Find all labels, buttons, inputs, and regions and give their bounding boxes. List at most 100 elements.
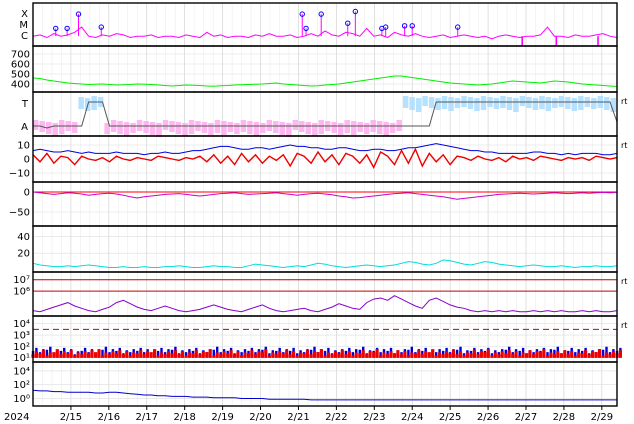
y-tick-label: A bbox=[21, 122, 28, 133]
polarity-mark bbox=[156, 123, 162, 137]
polarity-mark bbox=[201, 122, 208, 133]
panel-frame bbox=[32, 181, 618, 227]
polarity-mark bbox=[253, 122, 260, 136]
y-tick-label: X bbox=[21, 9, 28, 20]
y-tick-label: −50 bbox=[9, 208, 30, 219]
panel-sector-polarity: T Art bbox=[21, 91, 627, 137]
y-tick-label: 10⁶ bbox=[13, 287, 30, 298]
polarity-mark bbox=[480, 96, 487, 110]
panel-side-mark: rt bbox=[621, 141, 627, 150]
polarity-mark bbox=[383, 122, 389, 136]
polarity-mark bbox=[467, 97, 474, 109]
polarity-mark bbox=[357, 122, 363, 132]
y-tick-label: 10⁰ bbox=[13, 394, 30, 405]
x-tick-label: 2/27 bbox=[515, 412, 537, 423]
y-tick-label: 10⁴ bbox=[13, 319, 30, 330]
polarity-mark bbox=[454, 98, 461, 108]
polarity-mark bbox=[286, 123, 292, 137]
y-tick-label: 10² bbox=[13, 380, 30, 391]
polarity-mark bbox=[474, 98, 480, 111]
y-tick-label: 600 bbox=[11, 60, 30, 71]
x-tick-label: 2/15 bbox=[60, 412, 82, 423]
polarity-mark bbox=[610, 98, 617, 112]
y-tick-label: 10⁴ bbox=[13, 366, 30, 377]
polarity-mark bbox=[175, 122, 182, 134]
x-tick-label: 2/16 bbox=[98, 412, 120, 423]
x-tick-label: 2/25 bbox=[439, 412, 461, 423]
polarity-mark bbox=[208, 123, 214, 135]
polarity-mark bbox=[350, 121, 357, 135]
polarity-mark bbox=[415, 98, 422, 112]
vertical-grid bbox=[42, 3, 603, 406]
y-tick-label: 10³ bbox=[13, 331, 30, 342]
series-line-0 bbox=[32, 191, 618, 200]
y-tick-label: 0 bbox=[24, 155, 30, 166]
x-tick-label: 2/21 bbox=[287, 412, 309, 423]
polarity-mark bbox=[363, 123, 370, 134]
series-line-0 bbox=[32, 259, 618, 269]
panel-frame bbox=[32, 361, 618, 407]
panel-side-mark: rt bbox=[621, 97, 627, 106]
polarity-mark bbox=[402, 96, 409, 108]
flare-marker bbox=[98, 24, 104, 30]
panel-dst-index: 0 −50 bbox=[9, 181, 618, 227]
polarity-mark bbox=[604, 97, 610, 110]
panel-xray-background: 10⁴ 10² 10⁰ bbox=[13, 361, 618, 407]
panel-side-mark: rt bbox=[621, 321, 627, 330]
x-tick-label: 2/23 bbox=[363, 412, 385, 423]
series-line-0 bbox=[32, 143, 618, 156]
polarity-mark bbox=[571, 98, 578, 111]
polarity-mark bbox=[149, 122, 156, 135]
polarity-mark bbox=[513, 98, 519, 112]
y-tick-label: 500 bbox=[11, 70, 30, 81]
y-tick-label: T bbox=[21, 99, 29, 110]
y-tick-label: C bbox=[21, 31, 28, 42]
polarity-mark bbox=[428, 97, 435, 108]
polarity-mark bbox=[532, 98, 539, 110]
y-tick-label: 10⁷ bbox=[13, 275, 30, 286]
x-tick-label: 2/19 bbox=[211, 412, 233, 423]
y-tick-label: 10¹ bbox=[13, 353, 30, 364]
series-line-0 bbox=[32, 295, 618, 313]
polarity-mark bbox=[422, 96, 428, 106]
polarity-mark bbox=[506, 97, 513, 110]
x-axis: 2024 2/15 2/16 2/17 2/18 2/19 2/20 2/21 2/22 2/2… bbox=[4, 406, 613, 423]
polarity-mark bbox=[337, 123, 344, 135]
polarity-mark bbox=[227, 122, 234, 132]
polarity-mark bbox=[409, 97, 415, 110]
series-line-0 bbox=[32, 26, 618, 40]
polarity-mark bbox=[45, 122, 52, 134]
polarity-mark bbox=[52, 123, 58, 136]
flare-marker bbox=[318, 11, 324, 17]
polarity-mark bbox=[188, 120, 195, 134]
series-line-0 bbox=[33, 101, 618, 129]
polarity-mark bbox=[273, 121, 279, 133]
polarity-mark bbox=[331, 122, 337, 133]
panel-side-mark: rt bbox=[621, 277, 627, 286]
y-tick-label: 0 bbox=[24, 188, 30, 199]
polarity-mark bbox=[130, 123, 136, 133]
x-tick-label: 2/17 bbox=[136, 412, 158, 423]
polarity-mark bbox=[305, 122, 312, 134]
polarity-mark bbox=[260, 123, 266, 133]
polarity-mark bbox=[565, 97, 571, 109]
polarity-mark bbox=[279, 122, 286, 135]
series-line-0 bbox=[32, 75, 618, 87]
flare-marker bbox=[401, 23, 408, 29]
panel-flare-class: XMC bbox=[19, 2, 618, 47]
polarity-mark bbox=[376, 121, 383, 134]
flare-marker bbox=[303, 25, 309, 32]
polarity-mark bbox=[162, 120, 169, 130]
polarity-mark bbox=[292, 120, 299, 130]
y-tick-label: 10 bbox=[17, 141, 30, 152]
polarity-mark bbox=[591, 98, 597, 109]
y-tick-label: 40 bbox=[17, 232, 30, 243]
polarity-mark bbox=[58, 120, 65, 134]
y-tick-label: 20 bbox=[17, 249, 30, 260]
polarity-mark bbox=[519, 96, 526, 106]
y-tick-label: 700 bbox=[11, 50, 30, 61]
polarity-mark bbox=[578, 96, 584, 110]
polarity-mark bbox=[71, 122, 78, 133]
y-tick-label: 400 bbox=[11, 80, 30, 91]
